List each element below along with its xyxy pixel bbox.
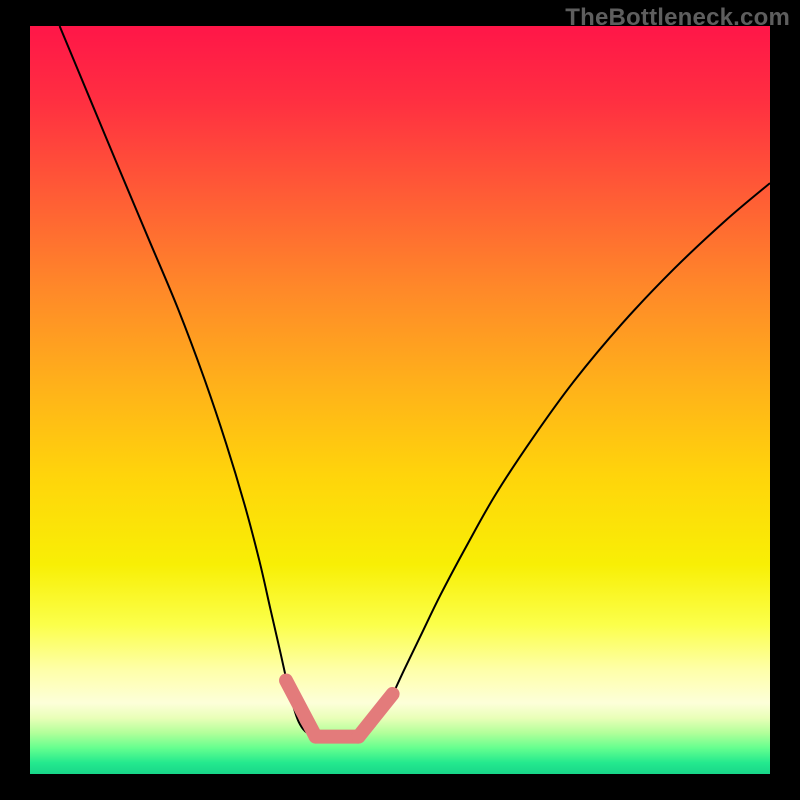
figure-container: TheBottleneck.com	[0, 0, 800, 800]
watermark-text: TheBottleneck.com	[565, 4, 790, 32]
plot-background	[30, 26, 770, 774]
plot-svg	[30, 26, 770, 774]
plot-area	[30, 26, 770, 774]
